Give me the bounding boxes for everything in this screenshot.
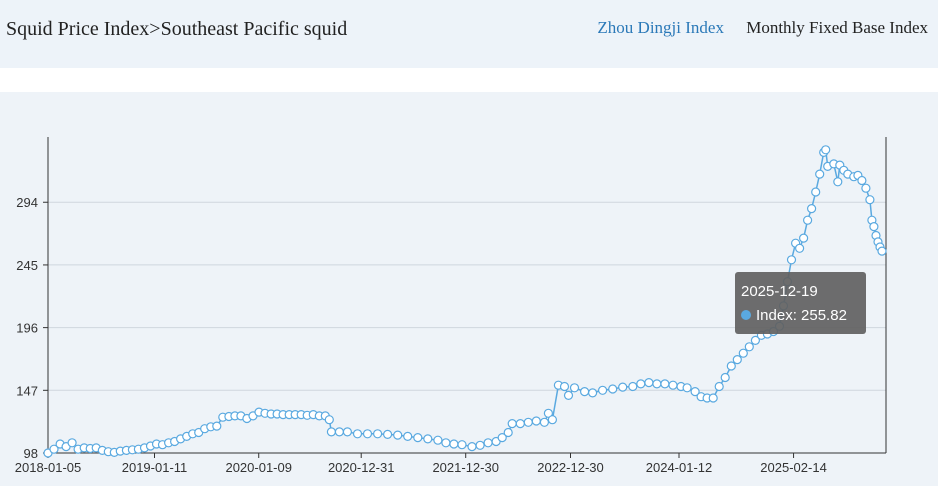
data-points bbox=[43, 145, 887, 458]
x-tick-label: 2025-02-14 bbox=[760, 460, 827, 475]
page-header: Squid Price Index>Southeast Pacific squi… bbox=[0, 0, 938, 68]
x-tick-label: 2022-12-30 bbox=[537, 460, 604, 475]
x-tick-label: 2021-12-30 bbox=[432, 460, 499, 475]
tooltip-date: 2025-12-19 bbox=[741, 283, 818, 300]
data-point[interactable] bbox=[393, 430, 403, 440]
data-point[interactable] bbox=[720, 372, 730, 383]
data-point[interactable] bbox=[383, 429, 393, 439]
data-point[interactable] bbox=[587, 388, 598, 398]
tick-labels: 98 147 196 245 294 2018-01-05 2019-01-11 2020-0… bbox=[15, 195, 827, 475]
data-point[interactable] bbox=[668, 380, 678, 390]
data-point[interactable] bbox=[660, 379, 670, 389]
tab-monthly-fixed-base-index[interactable]: Monthly Fixed Base Index bbox=[746, 18, 928, 37]
data-point[interactable] bbox=[644, 378, 654, 388]
tooltip-series-dot bbox=[741, 310, 751, 320]
y-tick-label: 147 bbox=[16, 383, 38, 398]
data-point[interactable] bbox=[324, 415, 334, 425]
data-point[interactable] bbox=[794, 243, 805, 253]
data-point[interactable] bbox=[726, 361, 736, 371]
x-tick-label: 2024-01-12 bbox=[646, 460, 713, 475]
data-point[interactable] bbox=[579, 387, 590, 397]
data-point[interactable] bbox=[515, 419, 525, 429]
data-point[interactable] bbox=[857, 175, 867, 186]
data-point[interactable] bbox=[738, 348, 748, 358]
data-point[interactable] bbox=[441, 438, 451, 448]
tooltip: 2025-12-19 Index: 255.82 bbox=[735, 272, 866, 334]
data-point[interactable] bbox=[423, 434, 433, 444]
data-point[interactable] bbox=[732, 355, 742, 365]
data-point[interactable] bbox=[750, 335, 761, 345]
data-point[interactable] bbox=[457, 440, 467, 450]
y-tick-label: 196 bbox=[16, 321, 38, 336]
data-point[interactable] bbox=[531, 416, 541, 426]
data-point[interactable] bbox=[690, 387, 700, 397]
line-chart[interactable]: 98 147 196 245 294 2018-01-05 2019-01-11 2020-0… bbox=[0, 92, 938, 486]
data-point[interactable] bbox=[403, 431, 413, 441]
data-point[interactable] bbox=[786, 255, 797, 265]
data-point[interactable] bbox=[833, 177, 843, 187]
x-tick-label: 2020-12-31 bbox=[328, 460, 395, 475]
data-point[interactable] bbox=[714, 381, 724, 392]
data-point[interactable] bbox=[67, 438, 77, 448]
data-point[interactable] bbox=[608, 384, 618, 394]
data-point[interactable] bbox=[563, 390, 574, 400]
data-point[interactable] bbox=[49, 444, 59, 454]
data-point[interactable] bbox=[543, 408, 554, 418]
data-point[interactable] bbox=[373, 429, 383, 439]
y-tick-label: 98 bbox=[24, 446, 38, 461]
tab-zhou-dingji-index[interactable]: Zhou Dingji Index bbox=[597, 18, 724, 37]
x-tick-label: 2018-01-05 bbox=[15, 460, 82, 475]
data-point[interactable] bbox=[618, 382, 628, 392]
x-tick-label: 2020-01-09 bbox=[225, 460, 292, 475]
data-point[interactable] bbox=[212, 421, 222, 431]
data-point[interactable] bbox=[798, 233, 809, 243]
data-point[interactable] bbox=[806, 203, 817, 214]
breadcrumb: Squid Price Index>Southeast Pacific squi… bbox=[6, 18, 348, 40]
x-tick-label: 2019-01-11 bbox=[122, 460, 188, 475]
data-point[interactable] bbox=[628, 381, 638, 392]
data-point[interactable] bbox=[503, 427, 513, 438]
data-point[interactable] bbox=[539, 417, 550, 427]
data-point[interactable] bbox=[547, 415, 558, 425]
y-tick-label: 245 bbox=[16, 258, 38, 273]
data-point[interactable] bbox=[497, 433, 507, 443]
data-point[interactable] bbox=[475, 440, 485, 450]
y-tick-label: 294 bbox=[16, 195, 38, 210]
index-tabs: Zhou Dingji Index Monthly Fixed Base Ind… bbox=[579, 18, 928, 38]
data-point[interactable] bbox=[326, 427, 336, 437]
data-point[interactable] bbox=[682, 383, 692, 393]
data-point[interactable] bbox=[877, 246, 887, 256]
data-point[interactable] bbox=[861, 183, 871, 193]
data-point[interactable] bbox=[811, 187, 821, 197]
tooltip-background bbox=[735, 272, 866, 334]
data-point[interactable] bbox=[507, 419, 517, 429]
chart-panel: 98 147 196 245 294 2018-01-05 2019-01-11 2020-0… bbox=[0, 92, 938, 486]
data-point[interactable] bbox=[865, 195, 875, 205]
data-point[interactable] bbox=[708, 393, 718, 403]
data-point[interactable] bbox=[636, 379, 646, 389]
data-point[interactable] bbox=[523, 417, 533, 427]
data-point[interactable] bbox=[467, 442, 477, 452]
data-point[interactable] bbox=[597, 385, 608, 395]
data-point[interactable] bbox=[413, 433, 423, 443]
data-point[interactable] bbox=[802, 215, 813, 225]
data-point[interactable] bbox=[559, 381, 570, 392]
data-point[interactable] bbox=[483, 438, 493, 448]
tooltip-value: Index: 255.82 bbox=[756, 307, 847, 324]
data-point[interactable] bbox=[869, 222, 879, 232]
data-point[interactable] bbox=[449, 439, 459, 449]
data-point[interactable] bbox=[569, 383, 580, 393]
data-point[interactable] bbox=[815, 169, 825, 179]
data-point[interactable] bbox=[362, 429, 373, 439]
data-point[interactable] bbox=[433, 435, 443, 445]
data-point[interactable] bbox=[342, 427, 352, 437]
data-point[interactable] bbox=[652, 379, 662, 389]
data-point[interactable] bbox=[821, 145, 831, 155]
data-point[interactable] bbox=[744, 342, 754, 352]
data-point[interactable] bbox=[352, 429, 363, 439]
data-point[interactable] bbox=[334, 427, 344, 437]
